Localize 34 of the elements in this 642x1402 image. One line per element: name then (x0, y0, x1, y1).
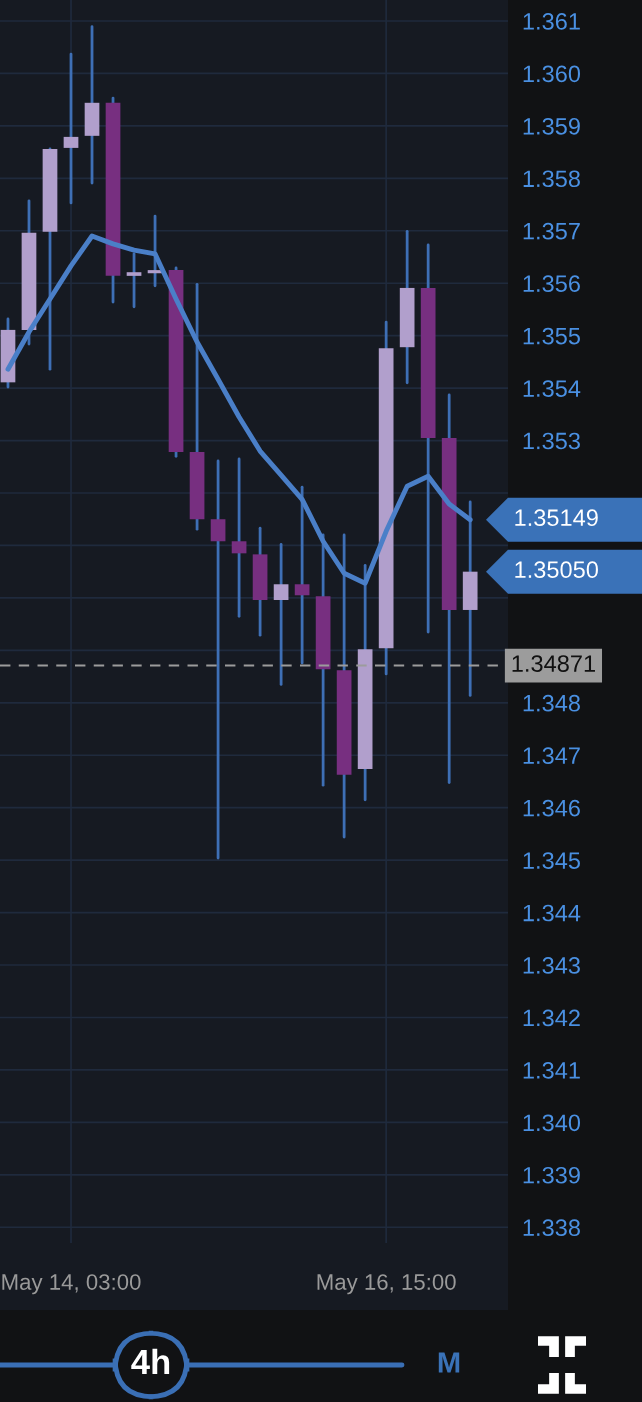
candlestick (126, 252, 142, 309)
text: 1.35050 (515, 561, 598, 579)
y-tick-label: 1.357 (523, 222, 580, 240)
y-tick-label: 1.358 (523, 170, 580, 188)
y-tick-label: 1.338 (523, 1219, 580, 1237)
y-tick-label: 1.354 (523, 380, 581, 397)
x-tick-label: May 14, 03:00 (2, 1274, 141, 1295)
y-tick-label: 1.359 (523, 117, 580, 135)
y-tick-label: 1.360 (523, 65, 581, 83)
text: 4h (131, 1348, 170, 1374)
y-tick-label: 1.346 (523, 799, 580, 817)
candlestick (210, 459, 226, 860)
candlestick (294, 485, 310, 665)
candlestick (231, 457, 247, 618)
y-tick-label: 1.348 (523, 694, 580, 712)
text: 1.35149 (515, 509, 598, 527)
y-tick-label: 1.344 (523, 904, 581, 922)
y-tick-label: 1.341 (523, 1061, 580, 1079)
candlestick (273, 543, 289, 686)
y-tick-label: 1.355 (523, 327, 580, 345)
x-tick-label: May 16, 15:00 (317, 1274, 456, 1295)
y-tick-label: 1.345 (523, 852, 580, 869)
y-tick-label: 1.361 (523, 13, 580, 30)
line-series (5, 233, 473, 586)
y-tick-label: 1.347 (523, 747, 580, 765)
y-tick-label: 1.340 (523, 1114, 581, 1132)
y-tick-label: 1.343 (523, 957, 580, 974)
ref-line-label: 1.34871 (512, 655, 595, 672)
y-tick-label: 1.342 (523, 1009, 580, 1027)
y-tick-label: 1.353 (523, 432, 580, 450)
candlestick (63, 52, 79, 205)
y-tick-label: 1.339 (523, 1166, 580, 1184)
text: M (438, 1352, 460, 1373)
y-tick-label: 1.356 (523, 275, 580, 292)
